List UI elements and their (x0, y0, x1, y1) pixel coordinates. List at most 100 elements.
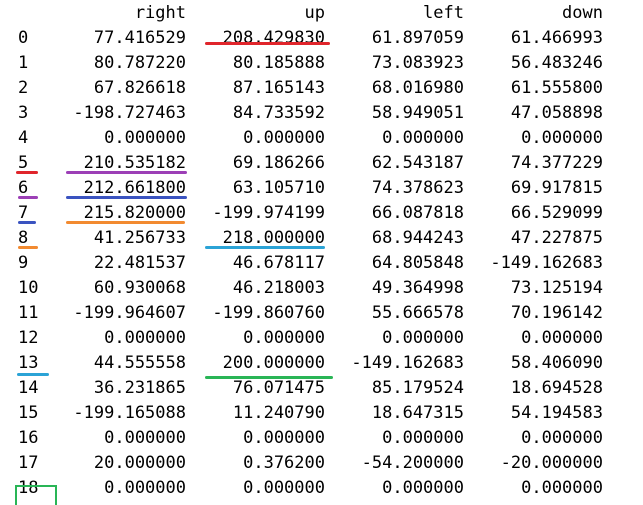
cell-left: 74.378623 (371, 178, 464, 198)
row-index: 16 (18, 428, 39, 448)
cell-down: -149.162683 (490, 253, 603, 273)
cell-left: 66.087818 (371, 203, 464, 223)
cell-left: 68.016980 (371, 78, 464, 98)
cell-up: 46.678117 (232, 253, 325, 273)
cell-up: 208.429830 (222, 28, 325, 48)
column-header-left: left (423, 3, 464, 23)
cell-down: 0.000000 (521, 328, 603, 348)
row-index: 3 (18, 103, 29, 123)
highlight-purple-right-row5 (66, 171, 187, 174)
cell-up: 200.000000 (222, 353, 325, 373)
row-index: 18 (18, 478, 39, 498)
table-row: 9 22.481537 46.678117 64.805848 -149.162… (0, 252, 603, 275)
highlight-purple-index-6 (18, 196, 38, 199)
column-header-down: down (562, 3, 603, 23)
cell-down: 70.196142 (510, 303, 603, 323)
column-header-right: right (134, 3, 186, 23)
cell-down: 18.694528 (510, 378, 603, 398)
column-header-up: up (304, 3, 325, 23)
cell-down: 54.194583 (510, 403, 603, 423)
highlight-green-box-index-18 (15, 485, 57, 505)
cell-left: 0.000000 (382, 128, 464, 148)
row-index: 15 (18, 403, 39, 423)
cell-left: 64.805848 (371, 253, 464, 273)
cell-down: 61.466993 (510, 28, 603, 48)
cell-down: 73.125194 (510, 278, 603, 298)
cell-down: 58.406090 (510, 353, 603, 373)
cell-down: 47.058898 (510, 103, 603, 123)
table-row: 16 0.000000 0.000000 0.000000 0.000000 (0, 427, 603, 450)
cell-down: 61.555800 (510, 78, 603, 98)
cell-up: 0.000000 (243, 128, 325, 148)
table-row: 10 60.930068 46.218003 49.364998 73.1251… (0, 277, 603, 300)
cell-right: 41.256733 (93, 228, 186, 248)
cell-right: 215.820000 (83, 203, 186, 223)
cell-left: -54.200000 (361, 453, 464, 473)
row-index: 10 (18, 278, 39, 298)
cell-up: -199.974199 (212, 203, 325, 223)
cell-down: 69.917815 (510, 178, 603, 198)
cell-left: 68.944243 (371, 228, 464, 248)
row-index: 8 (18, 228, 29, 248)
highlight-orange-index-8 (18, 246, 38, 249)
cell-right: 212.661800 (83, 178, 186, 198)
cell-left: 0.000000 (382, 428, 464, 448)
table-row: 6 212.661800 63.105710 74.378623 69.9178… (0, 177, 603, 200)
table-header: right up left down (0, 2, 603, 25)
cell-left: 61.897059 (371, 28, 464, 48)
cell-down: 0.000000 (521, 128, 603, 148)
cell-right: 0.000000 (104, 328, 186, 348)
cell-left: 0.000000 (382, 328, 464, 348)
row-index: 4 (18, 128, 29, 148)
highlight-blue-right-row6 (66, 196, 187, 199)
row-index: 9 (18, 253, 29, 273)
table-row: 12 0.000000 0.000000 0.000000 0.000000 (0, 327, 603, 350)
row-index: 12 (18, 328, 39, 348)
cell-up: 80.185888 (232, 53, 325, 73)
cell-up: 0.376200 (243, 453, 325, 473)
cell-down: -20.000000 (500, 453, 603, 473)
table-row: 13 44.555558 200.000000 -149.162683 58.4… (0, 352, 603, 375)
cell-down: 66.529099 (510, 203, 603, 223)
table-row: 17 20.000000 0.376200 -54.200000 -20.000… (0, 452, 603, 475)
row-index: 17 (18, 453, 39, 473)
table-row: 7 215.820000 -199.974199 66.087818 66.52… (0, 202, 603, 225)
row-index: 14 (18, 378, 39, 398)
cell-up: 0.000000 (243, 328, 325, 348)
highlight-cyan-index-13 (17, 373, 49, 376)
cell-down: 56.483246 (510, 53, 603, 73)
cell-up: 0.000000 (243, 428, 325, 448)
cell-left: 58.949051 (371, 103, 464, 123)
cell-up: 11.240790 (232, 403, 325, 423)
cell-up: 84.733592 (232, 103, 325, 123)
cell-up: -199.860760 (212, 303, 325, 323)
cell-right: -199.964607 (73, 303, 186, 323)
cell-right: 60.930068 (93, 278, 186, 298)
cell-right: 20.000000 (93, 453, 186, 473)
highlight-cyan-up-row8 (205, 246, 325, 249)
row-index: 1 (18, 53, 29, 73)
highlight-red-up-row0 (205, 42, 330, 45)
cell-right: 0.000000 (104, 478, 186, 498)
table-row: 0 77.416529 208.429830 61.897059 61.4669… (0, 27, 603, 50)
cell-right: 80.787220 (93, 53, 186, 73)
cell-up: 218.000000 (222, 228, 325, 248)
row-index: 0 (18, 28, 29, 48)
cell-left: 0.000000 (382, 478, 464, 498)
cell-left: 85.179524 (371, 378, 464, 398)
highlight-red-index-5 (16, 171, 38, 174)
cell-left: 55.666578 (371, 303, 464, 323)
cell-up: 46.218003 (232, 278, 325, 298)
row-index: 2 (18, 78, 29, 98)
table-row: 14 36.231865 76.071475 85.179524 18.6945… (0, 377, 603, 400)
cell-up: 63.105710 (232, 178, 325, 198)
cell-right: 0.000000 (104, 128, 186, 148)
cell-right: 77.416529 (93, 28, 186, 48)
cell-right: -199.165088 (73, 403, 186, 423)
cell-right: 36.231865 (93, 378, 186, 398)
cell-down: 47.227875 (510, 228, 603, 248)
table-row: 8 41.256733 218.000000 68.944243 47.2278… (0, 227, 603, 250)
table-row: 3 -198.727463 84.733592 58.949051 47.058… (0, 102, 603, 125)
cell-up: 0.000000 (243, 478, 325, 498)
row-index: 5 (18, 153, 29, 173)
